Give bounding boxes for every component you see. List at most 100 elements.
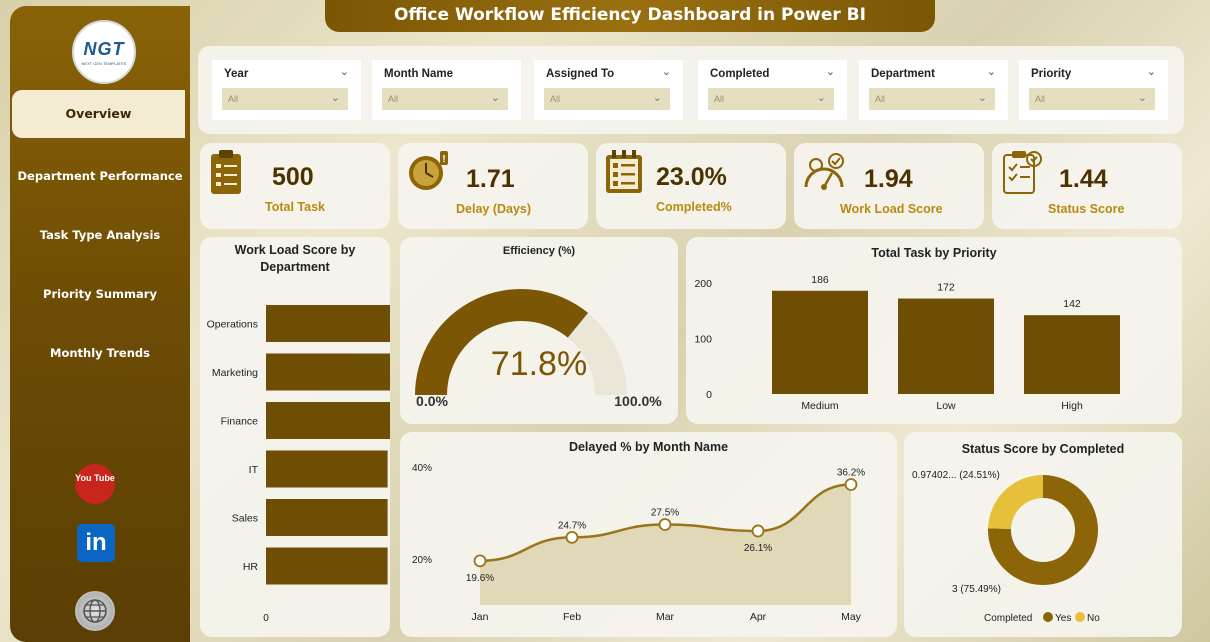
chevron-down-icon[interactable]: ⌄ [339,66,349,78]
nav-priority-summary[interactable]: Priority Summary [43,287,157,301]
slice-label: 0.97402... (24.51%) [912,470,1000,481]
gauge-fill [415,289,589,395]
bar [266,547,388,585]
efficiency-gauge: 71.8% 0.0% 100.0% [415,289,662,409]
total-task-by-priority-card: Total Task by Priority 200 100 0 186 Medium 1… [686,237,1182,424]
x-tick-label: Mar [656,611,675,623]
chevron-down-icon[interactable]: ⌄ [825,66,835,78]
checklist-icon [606,150,642,193]
nav-overview[interactable]: Overview [12,90,185,138]
category-label: Sales [232,513,258,525]
linkedin-icon[interactable]: in [77,524,115,562]
sidebar: NGT NEXT GEN TEMPLATES Overview Departme… [10,6,190,642]
globe-icon[interactable] [75,591,115,631]
bar [266,450,388,488]
chevron-down-icon[interactable]: ⌄ [986,66,996,78]
chart-title: Status Score by Completed [961,442,1125,456]
chart-title: Efficiency (%) [502,245,576,257]
nav-department-performance[interactable]: Department Performance [17,169,183,183]
chevron-down-icon: ⌄ [330,92,340,104]
category-label: Operations [207,319,258,331]
filter-dropdown[interactable]: All ⌄ [544,88,670,110]
data-label: 19.6% [466,573,494,584]
nav-task-type-analysis[interactable]: Task Type Analysis [39,228,161,242]
chevron-down-icon[interactable]: ⌄ [661,66,671,78]
kpi-label: Completed% [656,200,732,214]
area-fill [480,484,851,605]
bar [772,290,868,394]
data-point [844,478,858,491]
page-title: Office Workflow Efficiency Dashboard in … [325,0,935,32]
data-label: 24.7% [558,520,586,531]
y-tick-label: 200 [694,278,712,290]
filter-completed[interactable]: Completed ⌄ All ⌄ [698,60,847,120]
filter-dropdown[interactable]: All ⌄ [382,88,508,110]
filter-value: All [1035,94,1046,104]
category-label: Medium [801,400,839,412]
workload-bar-chart: Operations2.0Marketing2.0Finance2.0IT1.9… [207,305,390,624]
filter-assigned-to[interactable]: Assigned To ⌄ All ⌄ [534,60,683,120]
kpi-completed-percent: 23.0% Completed% [596,143,786,229]
data-label: 26.1% [744,543,772,554]
filter-value: All [550,94,561,104]
filter-label: Month Name [384,68,453,80]
kpi-work-load-score: 1.94 Work Load Score [794,143,984,229]
kpi-total-task: 500 Total Task [200,143,390,229]
filter-dropdown[interactable]: All ⌄ [1029,88,1155,110]
data-label: 142 [1063,298,1081,310]
chevron-down-icon[interactable]: ⌄ [1146,66,1156,78]
gauge-icon [804,153,844,190]
data-label: 186 [811,274,829,286]
tick-label: 0 [263,613,269,624]
status-donut-chart: 0.97402... (24.51%) 3 (75.49%) Completed Ye… [912,470,1100,624]
category-label: Low [936,400,956,412]
kpi-label: Total Task [265,200,325,214]
svg-text:!: ! [442,154,445,165]
filter-value: All [875,94,886,104]
chart-title: Work Load Score by Department [234,243,356,274]
filter-label: Priority [1031,68,1072,80]
filter-dropdown[interactable]: All ⌄ [869,88,995,110]
legend-title: Completed [984,613,1032,624]
youtube-icon[interactable]: You Tube [75,464,115,504]
filter-label: Department [871,68,935,80]
data-label: 36.2% [837,467,865,478]
chart-title: Total Task by Priority [871,246,997,260]
filter-dropdown[interactable]: All ⌄ [222,88,348,110]
category-label: Finance [221,416,259,428]
data-label: 27.5% [651,508,679,519]
checklist-badge-icon [1003,151,1042,194]
filter-department[interactable]: Department ⌄ All ⌄ [859,60,1008,120]
clock-icon: ! [409,151,448,190]
filter-label: Completed [710,68,770,80]
category-label: Marketing [212,367,258,379]
delayed-area-chart: 40% 20% 19.6% Jan 24.7% Feb 27.5% Mar 26.1% Apr 36… [412,463,865,623]
nav-monthly-trends[interactable]: Monthly Trends [50,346,150,360]
kpi-value: 1.94 [864,165,913,193]
chevron-down-icon: ⌄ [1137,92,1147,104]
filter-value: All [228,94,239,104]
bar [898,298,994,394]
chevron-down-icon: ⌄ [977,92,987,104]
legend-swatch [1075,612,1085,622]
gauge-max-label: 100.0% [614,393,662,409]
category-label: HR [243,561,259,573]
clipboard-icon [211,150,241,194]
legend-item: Yes [1055,613,1071,624]
filter-month-name[interactable]: Month Name All ⌄ [372,60,521,120]
x-tick-label: Apr [750,611,767,623]
filter-priority[interactable]: Priority ⌄ All ⌄ [1019,60,1168,120]
y-tick-label: 20% [412,555,432,566]
filter-dropdown[interactable]: All ⌄ [708,88,834,110]
kpi-label: Work Load Score [840,202,943,216]
efficiency-gauge-card: Efficiency (%) 71.8% 0.0% 100.0% [400,237,678,424]
bar [266,305,390,342]
category-label: IT [249,464,259,476]
slice-label: 3 (75.49%) [952,584,1001,595]
gauge-min-label: 0.0% [416,393,448,409]
filter-year[interactable]: Year ⌄ All ⌄ [212,60,361,120]
kpi-value: 500 [272,163,314,191]
filter-value: All [388,94,399,104]
x-tick-label: Feb [563,611,581,623]
kpi-value: 23.0% [656,163,727,191]
